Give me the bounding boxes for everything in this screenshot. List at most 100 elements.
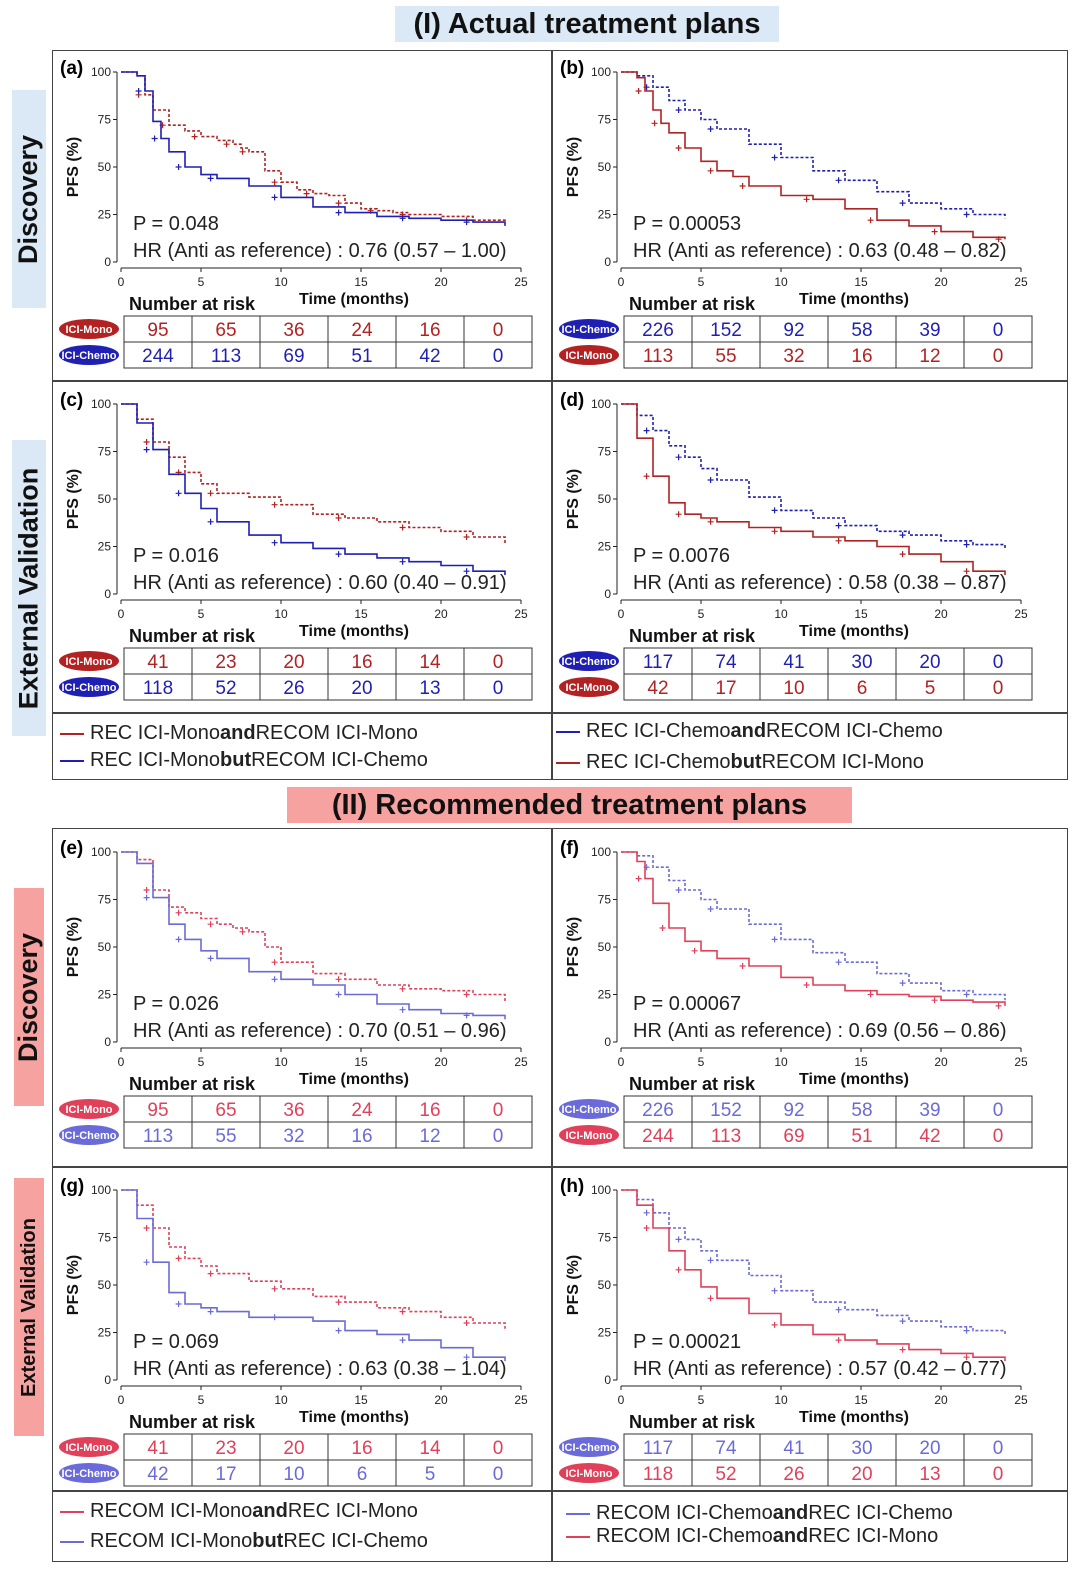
censor-mark	[463, 219, 470, 226]
risk-value: 13	[919, 1464, 940, 1485]
panel-h: (h) 0 25 50 75 100 0 5 10 15 20 25 PFS (%) Time (mont…	[556, 1170, 1064, 1498]
y-tick-label: 100	[591, 397, 611, 411]
risk-value: 58	[851, 320, 872, 341]
risk-value: 41	[783, 652, 804, 673]
censor-mark	[335, 1327, 342, 1334]
x-tick-label: 15	[854, 607, 868, 621]
group-badge	[559, 651, 619, 671]
risk-value: 16	[419, 320, 440, 341]
x-tick-label: 0	[118, 1055, 125, 1069]
y-tick-label: 100	[91, 397, 111, 411]
hazard-ratio: HR (Anti as reference) : 0.63 (0.48 – 0.…	[633, 240, 1007, 262]
y-tick-label: 75	[98, 1231, 112, 1245]
censor-mark	[207, 1308, 214, 1315]
censor-mark	[963, 991, 970, 998]
hazard-ratio: HR (Anti as reference) : 0.63 (0.38 – 1.…	[133, 1358, 507, 1380]
risk-value: 26	[783, 1464, 804, 1485]
risk-value: 42	[919, 1126, 940, 1147]
legend-item: REC ICI-Chemo and RECOM ICI-Chemo	[556, 720, 943, 743]
censor-mark	[707, 477, 714, 483]
group-badge-label: ICI-Mono	[65, 656, 112, 668]
risk-value: 23	[215, 652, 236, 673]
y-tick-label: 50	[598, 160, 612, 174]
divider-horizontal-4	[52, 1490, 1068, 1492]
x-tick-label: 0	[118, 607, 125, 621]
censor-mark	[803, 982, 810, 988]
censor-mark	[399, 215, 406, 222]
censor-mark	[707, 906, 714, 912]
y-tick-label: 0	[104, 1035, 111, 1049]
risk-value: 16	[351, 652, 372, 673]
panel-g: (g) 0 25 50 75 100 0 5 10 15 20 25 PFS (%) Time (mont…	[56, 1170, 564, 1498]
censor-mark	[335, 200, 342, 207]
risk-value: 41	[147, 1438, 168, 1459]
y-tick-label: 25	[598, 208, 612, 222]
risk-value: 92	[783, 320, 804, 341]
group-badge	[559, 1463, 619, 1483]
censor-mark	[651, 120, 658, 127]
risk-table-title: Number at risk	[129, 1074, 256, 1094]
y-tick-label: 75	[598, 1231, 612, 1245]
y-tick-label: 0	[604, 1035, 611, 1049]
risk-value: 30	[851, 652, 872, 673]
censor-mark	[399, 558, 406, 565]
risk-value: 0	[493, 1464, 504, 1485]
censor-mark	[335, 991, 342, 998]
risk-table-title: Number at risk	[629, 1412, 756, 1432]
censor-mark	[175, 164, 182, 170]
x-tick-label: 20	[434, 1393, 448, 1407]
censor-mark	[175, 936, 182, 943]
y-tick-label: 0	[104, 1373, 111, 1387]
y-tick-label: 25	[598, 540, 612, 554]
x-tick-label: 0	[618, 607, 625, 621]
hazard-ratio: HR (Anti as reference) : 0.60 (0.40 – 0.…	[133, 572, 507, 594]
km-curve	[121, 71, 506, 226]
side-label-external-1: External Validation	[12, 440, 46, 736]
group-badge-label: ICI-Mono	[565, 1468, 612, 1480]
group-badge	[59, 651, 119, 671]
group-badge	[59, 1463, 119, 1483]
group-badge-label: ICI-Mono	[65, 1104, 112, 1116]
censor-mark	[771, 1321, 778, 1328]
group-badge	[559, 1099, 619, 1119]
hazard-ratio: HR (Anti as reference) : 0.57 (0.42 – 0.…	[633, 1358, 1007, 1380]
panel-d: (d) 0 25 50 75 100 0 5 10 15 20 25 PFS (%) Time (mont…	[556, 384, 1064, 712]
x-axis-label: Time (months)	[299, 623, 409, 640]
risk-value: 41	[147, 652, 168, 673]
y-tick-label: 25	[98, 208, 112, 222]
y-tick-label: 75	[598, 113, 612, 127]
y-tick-label: 0	[604, 1373, 611, 1387]
x-tick-label: 0	[618, 1055, 625, 1069]
x-tick-label: 10	[774, 275, 788, 289]
x-tick-label: 20	[934, 1055, 948, 1069]
x-tick-label: 10	[274, 1055, 288, 1069]
y-tick-label: 50	[98, 492, 112, 506]
censor-mark	[803, 196, 810, 203]
censor-mark	[271, 501, 278, 508]
risk-value: 55	[715, 346, 736, 367]
panel-a: (a) 0 25 50 75 100 0 5 10 15 20 25 PFS (%) Time (mont…	[56, 52, 564, 380]
x-tick-label: 25	[1014, 607, 1028, 621]
side-label-external-2: External Validation	[14, 1178, 44, 1436]
censor-mark	[143, 446, 150, 453]
legend-item: RECOM ICI-Chemo and REC ICI-Chemo	[566, 1502, 953, 1525]
x-tick-label: 25	[514, 275, 528, 289]
risk-value: 95	[147, 320, 168, 341]
risk-value: 16	[351, 1126, 372, 1147]
risk-value: 52	[715, 1464, 736, 1485]
p-value: P = 0.016	[133, 545, 219, 567]
risk-value: 26	[283, 678, 304, 699]
x-axis-label: Time (months)	[799, 623, 909, 640]
risk-table-title: Number at risk	[629, 1074, 756, 1094]
risk-value: 16	[419, 1100, 440, 1121]
group-badge	[559, 677, 619, 697]
panel-label: (h)	[560, 1176, 584, 1197]
censor-mark	[335, 551, 342, 558]
risk-value: 12	[419, 1126, 440, 1147]
group-badge-label: ICI-Chemo	[562, 324, 617, 336]
censor-mark	[399, 985, 406, 992]
group-badge	[559, 1437, 619, 1457]
censor-mark	[963, 568, 970, 575]
censor-mark	[191, 133, 198, 140]
y-tick-label: 25	[598, 988, 612, 1002]
